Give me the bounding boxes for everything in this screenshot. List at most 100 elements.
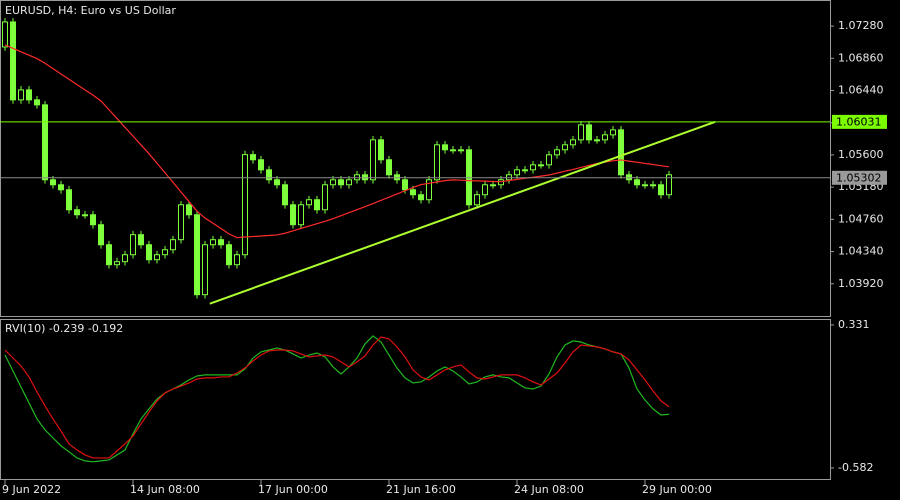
candle-body xyxy=(314,199,320,211)
candle-body xyxy=(642,184,648,187)
candle-body xyxy=(546,154,552,166)
candle-body xyxy=(554,149,560,156)
y-tick-label: -0.582 xyxy=(838,461,873,474)
candle-body xyxy=(538,164,544,167)
candle-body xyxy=(34,99,40,106)
candle-body xyxy=(98,224,104,246)
candle-body xyxy=(114,261,120,266)
candle-body xyxy=(602,134,608,141)
indicator-line xyxy=(4,336,670,459)
candle-body xyxy=(26,89,32,101)
x-tick-label: 24 Jun 08:00 xyxy=(514,483,584,496)
candle-body xyxy=(474,194,480,206)
candle-body xyxy=(490,184,496,187)
candle-body xyxy=(290,204,296,226)
candle-body xyxy=(386,159,392,176)
x-tick-label: 29 Jun 00:00 xyxy=(642,483,712,496)
candle-body xyxy=(450,149,456,152)
rvi-panel-frame xyxy=(0,319,831,480)
candle-body xyxy=(146,244,152,261)
candle-body xyxy=(562,144,568,151)
price-level-label-box xyxy=(832,114,887,129)
candle-body xyxy=(530,164,536,171)
indicator-line xyxy=(4,335,670,463)
main-panel-frame xyxy=(0,0,831,317)
candle-body xyxy=(210,239,216,246)
candle-body xyxy=(138,234,144,246)
candle-body xyxy=(202,244,208,296)
candle-body xyxy=(106,244,112,266)
candle-body xyxy=(426,179,432,201)
candle-body xyxy=(218,239,224,246)
candle-body xyxy=(42,104,48,181)
candle-body xyxy=(282,184,288,206)
x-tick-label: 9 Jun 2022 xyxy=(2,483,61,496)
candle-body xyxy=(266,169,272,181)
candle-body xyxy=(170,239,176,251)
candle-body xyxy=(458,149,464,152)
candle-body xyxy=(666,174,672,196)
y-tick-label: 1.07280 xyxy=(838,19,884,32)
candle-body xyxy=(250,154,256,161)
y-tick-label: 0.331 xyxy=(838,318,870,331)
candle-body xyxy=(194,214,200,296)
candle-body xyxy=(610,129,616,136)
candle-body xyxy=(322,184,328,211)
candle-body xyxy=(522,169,528,172)
candle-body xyxy=(338,179,344,186)
x-tick-label: 17 Jun 00:00 xyxy=(258,483,328,496)
trend-line xyxy=(209,120,716,305)
candle-body xyxy=(658,184,664,196)
y-tick-label: 1.04340 xyxy=(838,245,884,258)
y-tick-label: 1.06440 xyxy=(838,84,884,97)
y-tick-label: 1.03920 xyxy=(838,277,884,290)
candle-body xyxy=(650,184,656,187)
y-tick-label: 1.06860 xyxy=(838,51,884,64)
candle-body xyxy=(50,179,56,186)
candle-body xyxy=(618,129,624,176)
candle-body xyxy=(410,189,416,196)
candle-body xyxy=(274,179,280,186)
indicator-line xyxy=(4,44,670,239)
candle-body xyxy=(10,21,16,101)
candle-body xyxy=(442,144,448,151)
candle-body xyxy=(258,159,264,171)
candle-body xyxy=(226,244,232,266)
chart-title: EURUSD, H4: Euro vs US Dollar xyxy=(5,4,176,17)
candle-body xyxy=(2,21,8,48)
candle-body xyxy=(434,144,440,181)
y-tick-label: 1.04760 xyxy=(838,212,884,225)
candle-body xyxy=(330,179,336,186)
candle-body xyxy=(18,89,24,101)
candle-body xyxy=(378,139,384,161)
candle-body xyxy=(66,189,72,211)
candle-body xyxy=(242,154,248,256)
candle-body xyxy=(514,169,520,176)
candle-body xyxy=(154,254,160,261)
candle-body xyxy=(418,194,424,201)
candle-body xyxy=(586,124,592,141)
candle-body xyxy=(90,214,96,226)
y-tick-label: 1.05600 xyxy=(838,148,884,161)
candle-body xyxy=(306,199,312,206)
candle-body xyxy=(130,234,136,256)
candle-body xyxy=(346,179,352,186)
candle-body xyxy=(370,139,376,181)
candle-body xyxy=(594,139,600,142)
candle-body xyxy=(186,204,192,216)
candle-body xyxy=(578,124,584,141)
x-tick-label: 21 Jun 16:00 xyxy=(386,483,456,496)
candle-body xyxy=(162,249,168,256)
candle-body xyxy=(74,209,80,216)
price-level-label: 1.06031 xyxy=(836,115,882,128)
x-tick-label: 14 Jun 08:00 xyxy=(130,483,200,496)
price-level-label: 1.05302 xyxy=(836,171,882,184)
candle-body xyxy=(482,184,488,196)
candle-body xyxy=(570,139,576,146)
candle-body xyxy=(82,214,88,217)
candle-body xyxy=(234,254,240,266)
price-level-label-box xyxy=(832,170,887,185)
candle-body xyxy=(634,179,640,186)
